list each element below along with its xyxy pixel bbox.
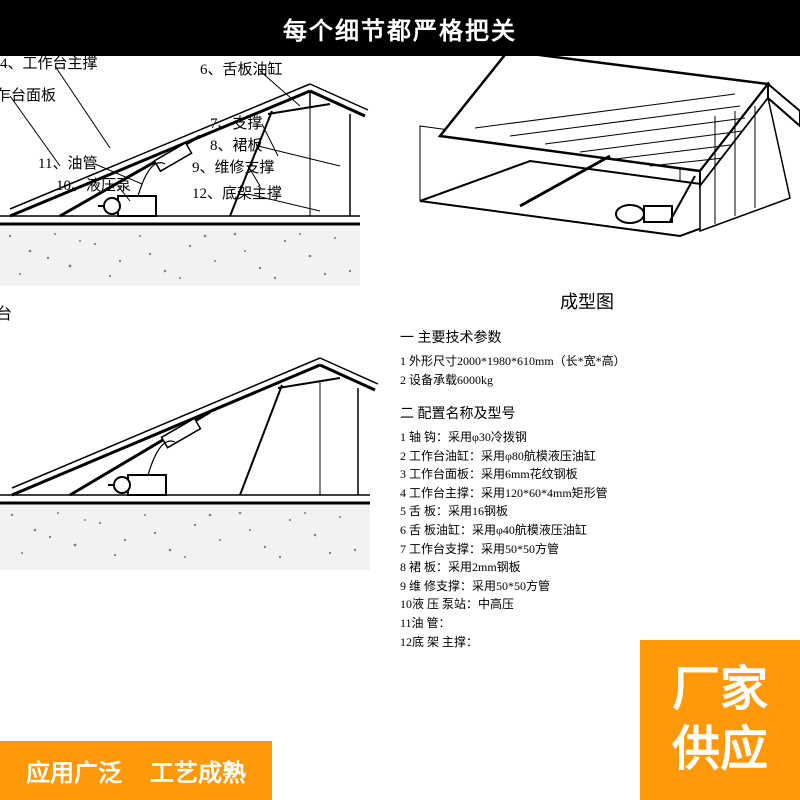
left-badge-item: 应用广泛 xyxy=(26,753,122,788)
label-4: 4、工作台主撑 xyxy=(0,52,98,73)
label-9: 9、维修支撑 xyxy=(192,156,275,177)
spec-row: 11油 管： xyxy=(400,614,780,633)
diagram-3d-svg xyxy=(400,56,800,286)
label-panel: 乍台面板 xyxy=(0,84,56,105)
right-badge: 厂家 供应 xyxy=(640,640,800,800)
diagram-3d xyxy=(400,56,800,286)
spec-row: 4 工作台主撑：采用120*60*4mm矩形管 xyxy=(400,484,780,503)
label-6: 6、舌板油缸 xyxy=(200,58,283,79)
spec-row: 7 工作台支撑：采用50*50方管 xyxy=(400,540,780,559)
spec-row: 3 工作台面板：采用6mm花纹钢板 xyxy=(400,465,780,484)
spec-sec1-row2: 2 设备承载6000kg xyxy=(400,371,780,390)
right-badge-line2: 供应 xyxy=(672,720,768,780)
label-11: 11、油管 xyxy=(38,152,97,173)
spec-sec1-title: 一 主要技术参数 xyxy=(400,328,780,350)
diagram-main: 4、工作台主撑 乍台面板 11、油管 10、液压泵 6、舌板油缸 7、支撑 8、… xyxy=(0,56,400,286)
label-7: 7、支撑 xyxy=(210,112,263,133)
diagram-second-svg xyxy=(0,320,380,570)
label-tai: 台 xyxy=(0,300,12,324)
spec-block: 一 主要技术参数 1 外形尺寸2000*1980*610mm（长*宽*高） 2 … xyxy=(400,320,780,651)
left-badge: 应用广泛 工艺成熟 xyxy=(0,741,272,800)
label-10: 10、液压泵 xyxy=(56,174,131,195)
spec-sec2-title: 二 配置名称及型号 xyxy=(400,404,780,426)
diagram-second: 台 xyxy=(0,320,380,570)
spec-sec1-row1: 1 外形尺寸2000*1980*610mm（长*宽*高） xyxy=(400,352,780,371)
spec-row: 9 维 修支撑：采用50*50方管 xyxy=(400,577,780,596)
label-12: 12、底架主撑 xyxy=(192,182,282,203)
left-badge-item: 工艺成熟 xyxy=(150,753,246,788)
spec-row: 1 轴 钩：采用φ30冷拨钢 xyxy=(400,428,780,447)
label-8: 8、裙板 xyxy=(210,134,263,155)
spec-row: 2 工作台油缸：采用φ80航模液压油缸 xyxy=(400,447,780,466)
spec-row: 5 舌 板：采用16钢板 xyxy=(400,502,780,521)
top-banner: 每个细节都严格把关 xyxy=(0,0,800,56)
spec-row: 8 裙 板：采用2mm钢板 xyxy=(400,558,780,577)
spec-row: 10液 压 泵站：中高压 xyxy=(400,595,780,614)
top-banner-text: 每个细节都严格把关 xyxy=(283,11,517,46)
spec-row: 6 舌 板油缸：采用φ40航模液压油缸 xyxy=(400,521,780,540)
title-3d: 成型图 xyxy=(560,288,614,314)
right-badge-line1: 厂家 xyxy=(672,660,768,720)
